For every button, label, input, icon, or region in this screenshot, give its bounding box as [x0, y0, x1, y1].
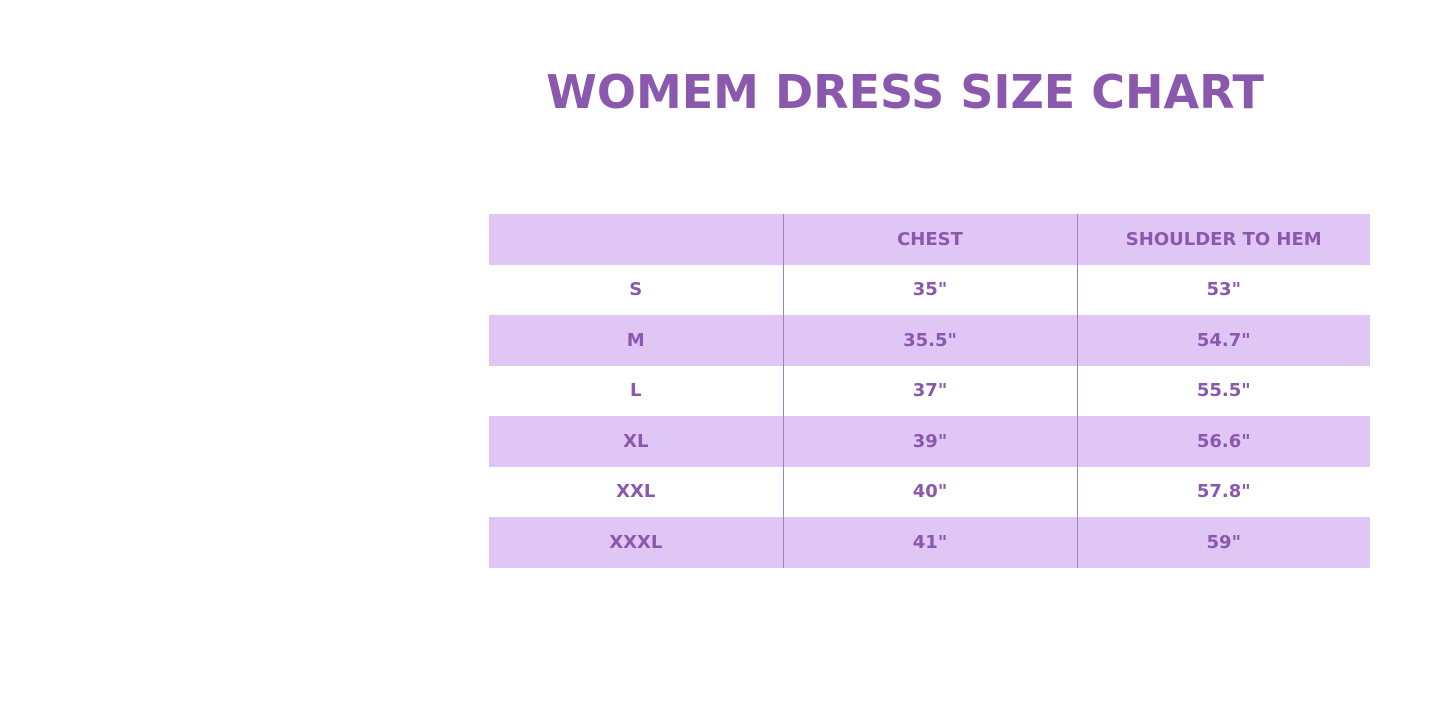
- size-chart-table: CHEST SHOULDER TO HEM S 35" 53" M 35.5" …: [489, 214, 1370, 568]
- table-row: M 35.5" 54.7": [489, 315, 1370, 366]
- header-chest: CHEST: [782, 214, 1077, 265]
- size-cell: L: [630, 380, 642, 402]
- header-shoulder-to-hem: SHOULDER TO HEM: [1076, 214, 1370, 265]
- table-row: XL 39" 56.6": [489, 416, 1370, 467]
- page-title: WOMEM DRESS SIZE CHART: [546, 65, 1264, 119]
- chest-cell: 35": [782, 264, 1077, 315]
- table-row: L 37" 55.5": [489, 365, 1370, 416]
- size-cell: S: [629, 279, 643, 301]
- length-cell: 57.8": [1076, 466, 1370, 517]
- chest-cell: 37": [782, 365, 1077, 416]
- header-size: [489, 214, 783, 265]
- size-cell: XXXL: [489, 517, 783, 568]
- table-row: XXXL 41" 59": [489, 517, 1370, 568]
- length-cell: 54.7": [1076, 315, 1370, 366]
- table-row: XXL 40" 57.8": [489, 466, 1370, 517]
- length-cell: 56.6": [1076, 416, 1370, 467]
- size-cell: XL: [489, 416, 783, 467]
- table-row: S 35" 53": [489, 264, 1370, 315]
- chest-cell: 41": [782, 517, 1077, 568]
- table-header-row: CHEST SHOULDER TO HEM: [489, 214, 1370, 265]
- length-cell: 53": [1076, 264, 1370, 315]
- length-cell: 55.5": [1076, 365, 1370, 416]
- chest-cell: 35.5": [782, 315, 1077, 366]
- size-cell: M: [489, 315, 783, 366]
- chest-cell: 40": [782, 466, 1077, 517]
- size-cell: XXL: [616, 481, 656, 503]
- chest-cell: 39": [782, 416, 1077, 467]
- length-cell: 59": [1076, 517, 1370, 568]
